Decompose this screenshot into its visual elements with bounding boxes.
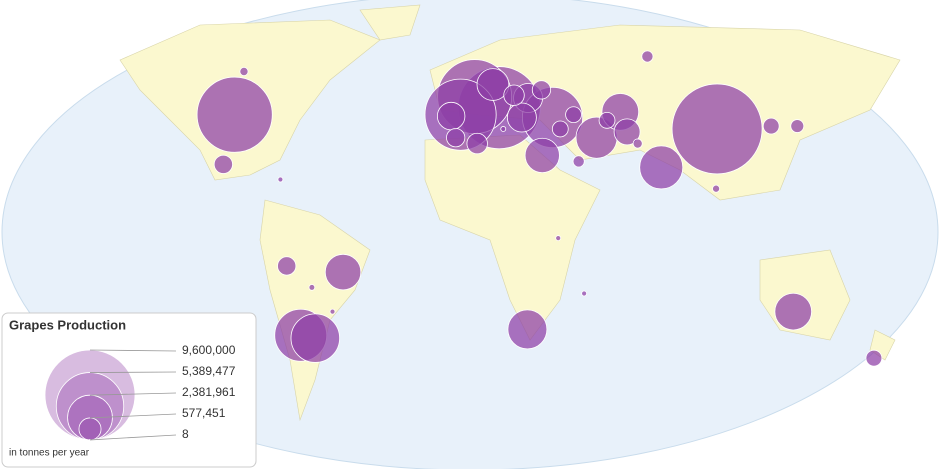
bubble — [762, 117, 780, 135]
bubble — [712, 184, 721, 193]
bubble — [555, 235, 562, 242]
bubble — [551, 120, 569, 138]
legend-leader — [89, 349, 177, 352]
legend-box — [1, 312, 257, 468]
legend-label: 2,381,961 — [182, 385, 236, 399]
bubble — [507, 309, 548, 350]
bubble — [277, 256, 297, 276]
legend-leader — [89, 413, 177, 419]
bubble — [239, 66, 249, 76]
legend-label: 577,451 — [182, 406, 226, 420]
bubble — [581, 290, 588, 297]
bubble — [277, 176, 284, 183]
legend-label: 5,389,477 — [182, 364, 236, 378]
legend-leader — [89, 434, 177, 441]
bubble — [531, 80, 552, 100]
legend-title: Grapes Production — [9, 317, 126, 332]
bubble — [290, 313, 340, 363]
bubble — [790, 119, 805, 133]
bubble — [446, 128, 466, 148]
land — [119, 4, 901, 422]
bubble — [196, 76, 273, 153]
bubble — [213, 154, 233, 174]
bubble — [476, 68, 510, 101]
legend-bubble — [78, 417, 102, 441]
legend-leader — [89, 371, 177, 373]
bubble — [865, 349, 883, 367]
bubble — [671, 83, 763, 175]
bubble — [329, 308, 336, 315]
bubble — [641, 50, 654, 63]
legend-leader — [89, 392, 177, 396]
legend-label: 8 — [182, 427, 189, 441]
bubble — [572, 155, 585, 168]
legend-label: 9,600,000 — [182, 343, 236, 357]
bubble — [436, 101, 466, 131]
bubble — [613, 118, 641, 146]
legend-note: in tonnes per year — [9, 448, 90, 459]
bubble — [639, 145, 684, 190]
bubble — [565, 106, 582, 124]
bubble — [324, 253, 362, 291]
bubble — [503, 84, 525, 106]
bubble — [500, 126, 507, 132]
bubble — [308, 284, 316, 291]
bubble — [506, 102, 537, 133]
bubble — [598, 111, 616, 129]
bubble — [466, 132, 488, 155]
bubble — [524, 137, 560, 173]
bubble — [774, 292, 813, 331]
bubble — [632, 138, 643, 149]
